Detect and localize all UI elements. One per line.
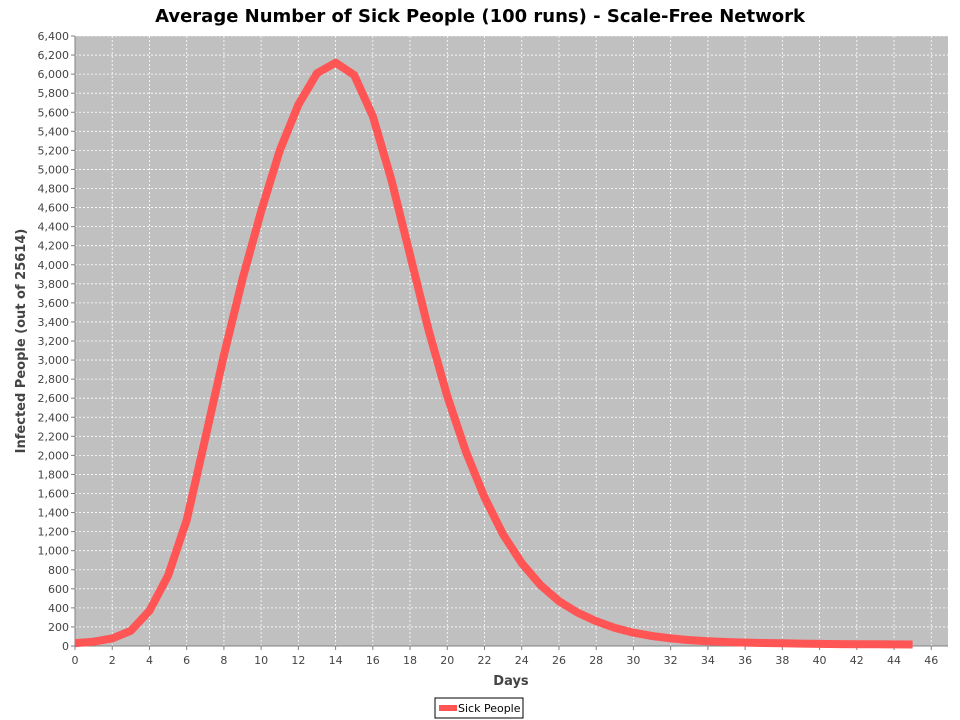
y-tick-label: 3,600 (38, 297, 70, 310)
x-tick-label: 28 (589, 654, 603, 667)
y-tick-label: 6,200 (38, 49, 70, 62)
y-tick-label: 1,000 (38, 545, 70, 558)
y-tick-label: 0 (62, 640, 69, 653)
x-tick-label: 14 (329, 654, 343, 667)
x-axis-label: Days (493, 674, 529, 689)
y-tick-label: 2,600 (38, 392, 70, 405)
y-axis-label: Infected People (out of 25614) (14, 229, 29, 454)
x-tick-label: 24 (515, 654, 529, 667)
y-tick-label: 1,800 (38, 468, 70, 481)
series-layer (74, 58, 913, 649)
y-tick-label: 5,200 (38, 144, 70, 157)
y-tick-label: 4,000 (38, 259, 70, 272)
y-tick-label: 5,600 (38, 106, 70, 119)
x-tick-label: 8 (220, 654, 227, 667)
legend: Sick People (434, 697, 524, 719)
series-line-sick-people (74, 58, 913, 649)
x-tick-label: 32 (664, 654, 678, 667)
x-tick-label: 30 (626, 654, 640, 667)
y-tick-label: 2,000 (38, 449, 70, 462)
y-tick-label: 1,400 (38, 507, 70, 520)
x-tick-label: 44 (887, 654, 901, 667)
x-tick-label: 20 (440, 654, 454, 667)
axes: 02004006008001,0001,2001,4001,6001,8002,… (38, 30, 948, 667)
x-tick-label: 22 (478, 654, 492, 667)
x-tick-label: 42 (850, 654, 864, 667)
x-tick-label: 4 (146, 654, 153, 667)
x-tick-label: 36 (738, 654, 752, 667)
x-tick-label: 0 (72, 654, 79, 667)
x-tick-label: 34 (701, 654, 715, 667)
y-tick-label: 2,800 (38, 373, 70, 386)
y-tick-label: 4,200 (38, 240, 70, 253)
y-tick-label: 5,400 (38, 125, 70, 138)
x-tick-label: 40 (813, 654, 827, 667)
x-tick-label: 18 (403, 654, 417, 667)
y-tick-label: 4,800 (38, 183, 70, 196)
x-tick-label: 46 (924, 654, 938, 667)
y-tick-label: 5,000 (38, 163, 70, 176)
y-tick-label: 400 (48, 602, 69, 615)
y-tick-label: 3,000 (38, 354, 70, 367)
x-tick-label: 6 (183, 654, 190, 667)
x-tick-label: 12 (291, 654, 305, 667)
x-tick-label: 2 (109, 654, 116, 667)
y-tick-label: 4,600 (38, 202, 70, 215)
y-tick-label: 800 (48, 564, 69, 577)
y-tick-label: 2,200 (38, 430, 70, 443)
x-tick-label: 26 (552, 654, 566, 667)
y-tick-label: 3,800 (38, 278, 70, 291)
y-tick-label: 5,800 (38, 87, 70, 100)
x-tick-label: 16 (366, 654, 380, 667)
legend-box (434, 697, 524, 719)
x-tick-label: 38 (775, 654, 789, 667)
y-tick-label: 3,200 (38, 335, 70, 348)
y-tick-label: 2,400 (38, 411, 70, 424)
legend-label-sick-people: Sick People (458, 702, 521, 715)
y-tick-label: 3,400 (38, 316, 70, 329)
chart-title: Average Number of Sick People (100 runs)… (155, 6, 806, 27)
y-tick-label: 6,400 (38, 30, 70, 43)
y-tick-label: 200 (48, 621, 69, 634)
y-tick-label: 1,200 (38, 526, 70, 539)
y-tick-label: 6,000 (38, 68, 70, 81)
y-tick-label: 1,600 (38, 488, 70, 501)
y-tick-label: 600 (48, 583, 69, 596)
y-tick-label: 4,400 (38, 221, 70, 234)
x-tick-label: 10 (254, 654, 268, 667)
